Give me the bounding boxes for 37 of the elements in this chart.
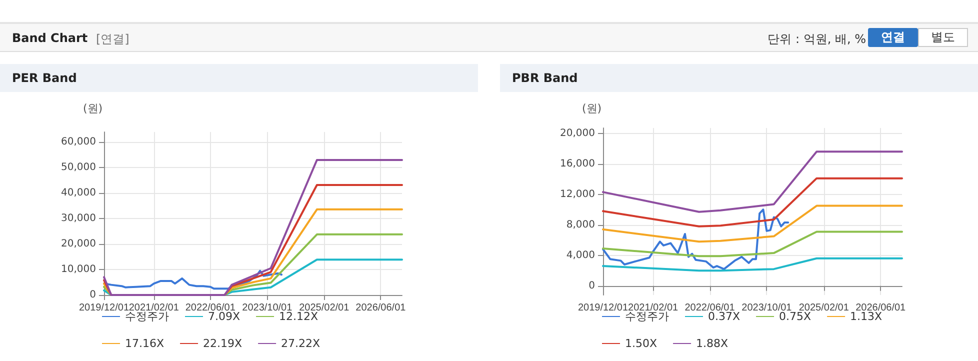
y-tick-label: 0 <box>90 290 96 300</box>
text: 별도 <box>918 28 968 47</box>
line-series <box>602 257 903 272</box>
y-tick-label: 40,000 <box>61 188 96 199</box>
y-axis-title: (원) <box>83 102 103 115</box>
legend-label: 22.19X <box>203 337 243 350</box>
y-tick-label: 50,000 <box>61 162 96 174</box>
y-tick-label: 10,000 <box>61 264 96 276</box>
line-series <box>103 270 282 290</box>
x-tick-label: 2026/06/01 <box>356 302 406 314</box>
legend-label: 27.22X <box>281 337 321 350</box>
legend-label: 1.13X <box>850 310 883 323</box>
legend-label: 0.37X <box>708 310 740 323</box>
legend-label: 1.50X <box>625 337 658 350</box>
text: Band Chart <box>12 31 88 45</box>
y-tick-label: 8,000 <box>566 219 595 230</box>
y-tick-label: 12,000 <box>560 188 595 200</box>
line-series <box>602 230 903 258</box>
legend-label: 17.16X <box>125 337 164 350</box>
line-series <box>602 204 903 243</box>
y-axis-title: (원) <box>582 102 602 115</box>
y-tick-label: 30,000 <box>61 213 96 224</box>
y-tick-label: 0 <box>588 280 595 292</box>
chart-title: PBR Band <box>500 64 978 92</box>
legend-label: 1.88X <box>696 337 729 350</box>
y-tick-label: 20,000 <box>560 128 595 139</box>
line-series <box>602 150 903 213</box>
text: 연결 <box>868 28 918 47</box>
line-series <box>602 177 903 228</box>
y-tick-label: 4,000 <box>566 250 595 261</box>
y-tick-label: 20,000 <box>61 238 96 250</box>
line-series <box>602 208 790 270</box>
y-tick-label: 60,000 <box>61 136 96 148</box>
text: 단위 : 억원, 배, % <box>768 31 866 48</box>
chart-title: PER Band <box>0 64 478 92</box>
y-tick-label: 16,000 <box>560 158 595 170</box>
text: [연결] <box>96 31 130 48</box>
